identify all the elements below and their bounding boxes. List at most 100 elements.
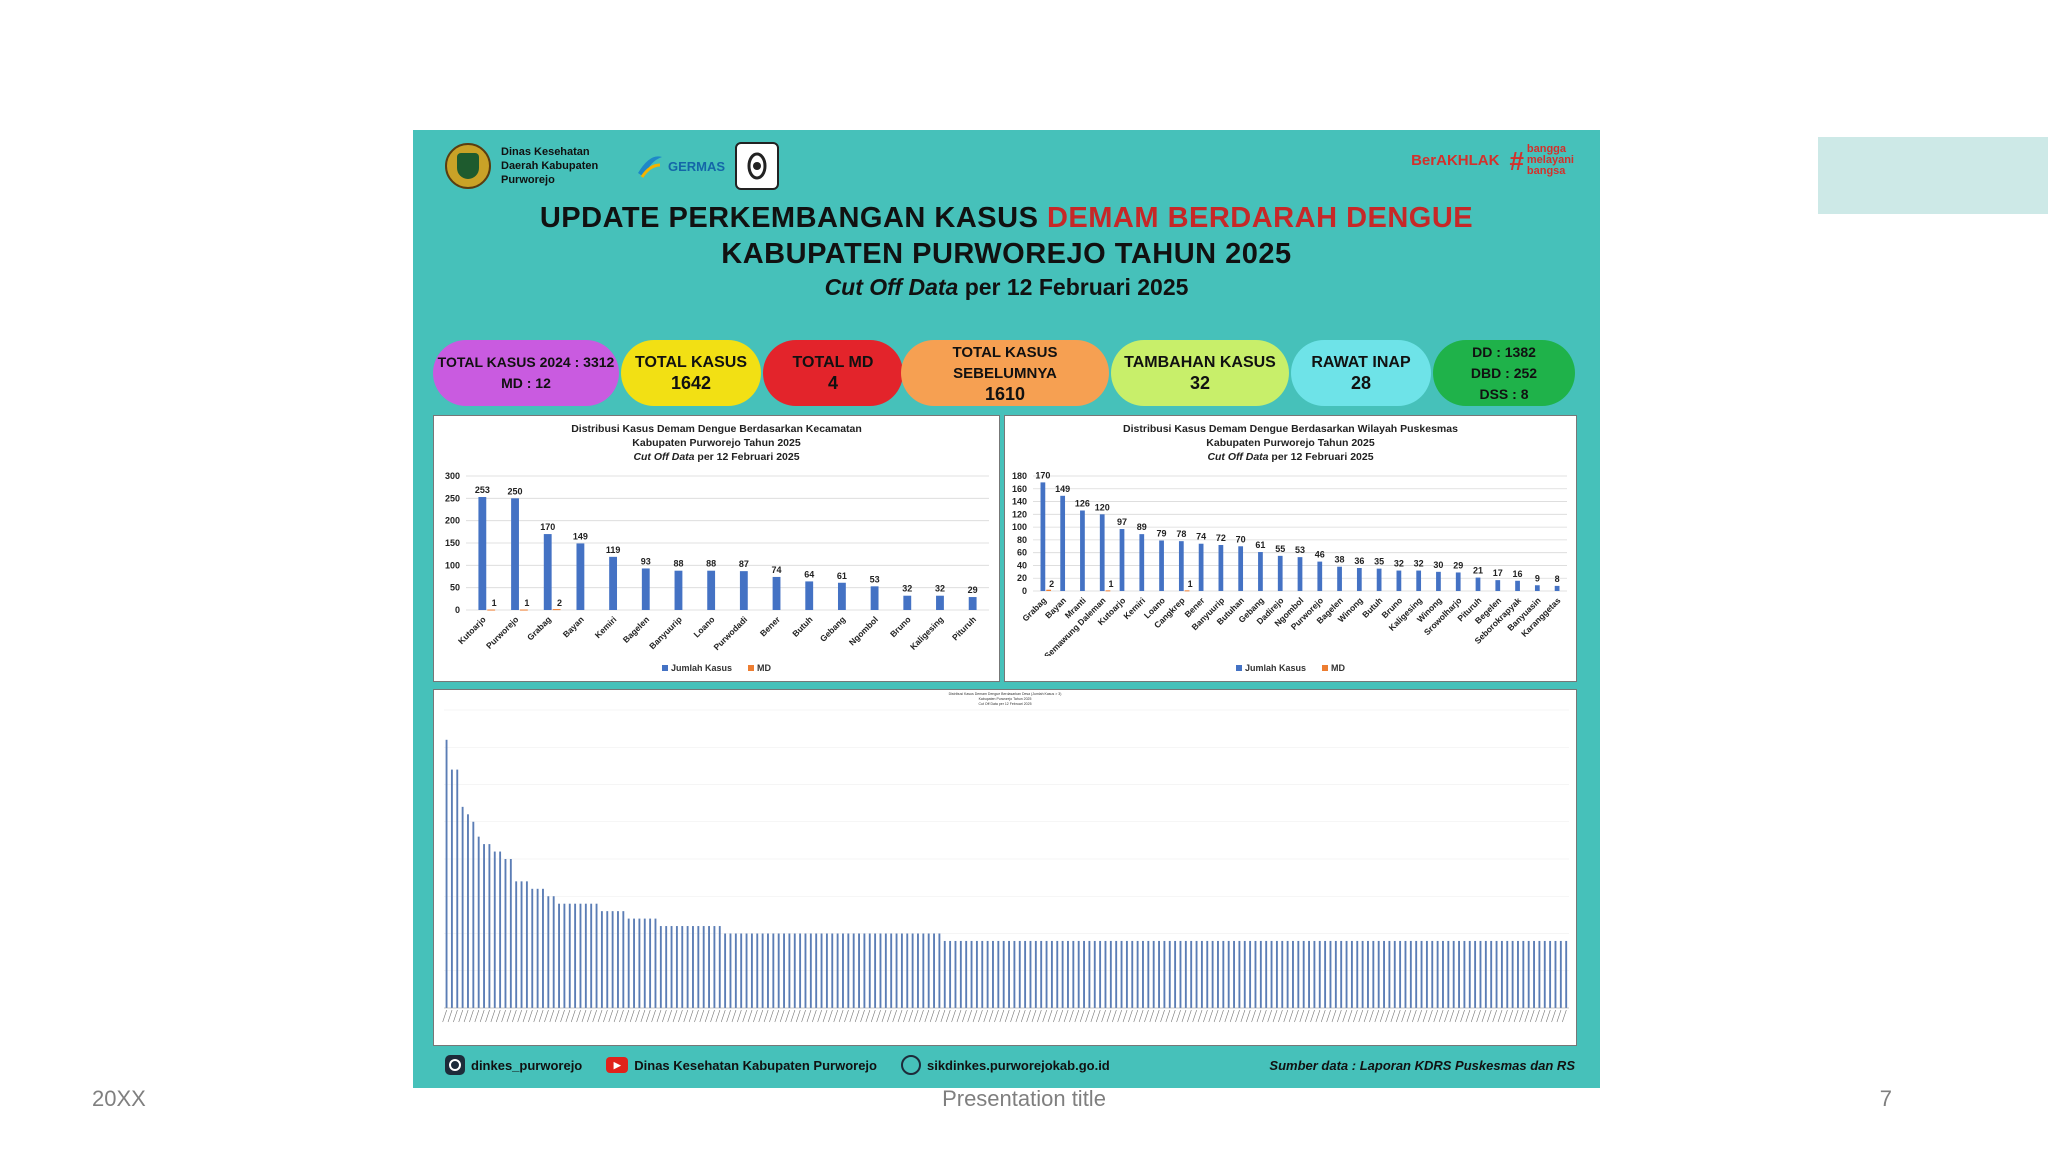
x-tick-label xyxy=(1304,1009,1310,1023)
bar-desa xyxy=(783,933,785,1008)
chart-kecamatan-panel: Distribusi Kasus Demam Dengue Berdasarka… xyxy=(433,415,1000,682)
bar-desa xyxy=(665,926,668,1008)
bar-jumlah-kasus xyxy=(1396,570,1402,591)
bar-desa xyxy=(858,933,860,1008)
bar-jumlah-kasus xyxy=(1040,482,1046,591)
x-tick-label xyxy=(1487,1009,1492,1023)
bar-jumlah-kasus xyxy=(870,586,879,610)
bar-desa xyxy=(547,896,550,1008)
x-tick-label xyxy=(651,1009,656,1023)
x-tick-label xyxy=(1020,1009,1026,1023)
chart-subtitle: Kabupaten Purworejo Tahun 2025 xyxy=(632,437,801,449)
bar-value-label: 64 xyxy=(804,569,814,579)
instagram-handle[interactable]: dinkes_purworejo xyxy=(445,1055,582,1075)
bar-desa xyxy=(1350,940,1353,1008)
bar-desa xyxy=(483,844,485,1008)
x-tick-label xyxy=(619,1009,624,1023)
bar-desa xyxy=(1318,940,1321,1008)
bar-desa xyxy=(1345,940,1348,1008)
bar-desa xyxy=(1297,940,1300,1008)
x-category-label: Butuh xyxy=(790,614,814,638)
x-tick-label xyxy=(683,1009,689,1023)
x-tick-label xyxy=(1069,1009,1074,1023)
x-tick-label xyxy=(1101,1009,1106,1023)
x-tick-label xyxy=(576,1009,581,1023)
x-tick-label xyxy=(1320,1009,1326,1023)
bar-desa xyxy=(558,903,560,1008)
x-tick-label xyxy=(1015,1009,1021,1023)
x-tick-label xyxy=(1219,1009,1224,1023)
y-tick-label: 80 xyxy=(1017,535,1027,545)
bar-desa xyxy=(1115,940,1118,1008)
youtube-channel[interactable]: ▶ Dinas Kesehatan Kabupaten Purworejo xyxy=(606,1057,877,1073)
x-tick-label xyxy=(849,1009,855,1023)
bar-jumlah-kasus xyxy=(1376,568,1382,591)
y-tick-label: 120 xyxy=(1012,509,1027,519)
bar-desa xyxy=(461,806,464,1008)
x-tick-label xyxy=(742,1009,747,1023)
bar-jumlah-kasus xyxy=(968,597,977,610)
x-tick-label xyxy=(1117,1009,1122,1023)
bar-desa xyxy=(606,911,609,1008)
x-tick-label xyxy=(1449,1009,1455,1023)
bar-desa xyxy=(1168,940,1171,1008)
bar-desa xyxy=(552,896,555,1008)
bar-jumlah-kasus xyxy=(1080,510,1085,591)
bar-desa xyxy=(1029,940,1032,1008)
x-tick-label xyxy=(1262,1009,1267,1023)
bar-desa xyxy=(1125,940,1128,1008)
x-tick-label xyxy=(1256,1009,1262,1023)
bar-desa xyxy=(1361,940,1364,1008)
germas-logo: GERMAS xyxy=(636,151,725,181)
bar-desa xyxy=(734,933,737,1008)
title-black-part: UPDATE PERKEMBANGAN KASUS xyxy=(539,202,1047,234)
bar-desa xyxy=(504,859,507,1008)
x-tick-label xyxy=(1058,1009,1064,1023)
bar-desa xyxy=(1484,940,1487,1008)
x-tick-label xyxy=(929,1009,935,1023)
chart-subtitle: Kabupaten Purworejo Tahun 2025 xyxy=(1206,437,1375,449)
bar-desa xyxy=(809,933,812,1008)
x-tick-label xyxy=(1369,1009,1374,1023)
x-tick-label xyxy=(779,1009,785,1023)
x-tick-label xyxy=(1294,1009,1299,1023)
bar-desa xyxy=(1436,940,1439,1008)
bar-desa xyxy=(740,933,743,1008)
bar-desa xyxy=(600,911,603,1008)
bar-desa xyxy=(900,933,903,1008)
bar-desa xyxy=(536,888,539,1008)
bar-value-label: 97 xyxy=(1117,517,1127,527)
bar-md xyxy=(1046,589,1052,591)
bar-desa xyxy=(708,926,710,1008)
bar-desa xyxy=(927,933,930,1008)
bar-desa xyxy=(702,926,705,1008)
bar-desa xyxy=(1206,940,1209,1008)
bar-desa xyxy=(1281,940,1284,1008)
bar-jumlah-kasus xyxy=(1159,540,1164,591)
bar-jumlah-kasus xyxy=(772,576,781,610)
bar-desa xyxy=(1377,940,1380,1008)
x-tick-label xyxy=(667,1009,672,1023)
x-tick-label xyxy=(1203,1009,1208,1023)
bar-desa xyxy=(590,903,593,1008)
bar-desa xyxy=(1452,940,1455,1008)
chart-cutoff-italic: Cut Off Data xyxy=(1207,451,1269,463)
x-tick-label xyxy=(1331,1009,1337,1023)
x-tick-label xyxy=(1133,1009,1139,1023)
x-tick-label xyxy=(940,1009,946,1023)
bar-desa xyxy=(788,933,791,1008)
legend-label: Jumlah Kasus xyxy=(1244,663,1307,673)
x-tick-label xyxy=(1465,1009,1471,1023)
chart-title-line: Distribusi Kasus Demam Dengue Berdasarka… xyxy=(571,423,862,435)
stat-rawat-inap: RAWAT INAP 28 xyxy=(1291,340,1431,406)
website-link[interactable]: sikdinkes.purworejokab.go.id xyxy=(900,1055,1110,1075)
bar-desa xyxy=(488,844,491,1008)
bar-desa xyxy=(815,933,818,1008)
bar-value-label: 29 xyxy=(968,585,978,595)
bar-desa xyxy=(1329,940,1332,1008)
stat-label: TOTAL KASUS xyxy=(634,354,747,371)
bangga-melayani-logo: # bangga melayani bangsa xyxy=(1509,144,1574,177)
x-tick-label xyxy=(1497,1009,1503,1023)
bar-desa xyxy=(868,933,871,1008)
bar-desa xyxy=(1050,940,1053,1008)
